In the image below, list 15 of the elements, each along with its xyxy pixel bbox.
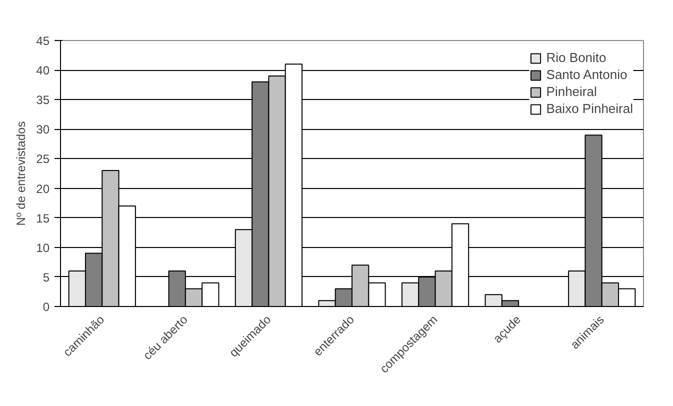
y-tick-label: 45 bbox=[36, 34, 50, 48]
y-tick-label: 25 bbox=[36, 152, 50, 166]
y-tick-label: 20 bbox=[36, 182, 50, 196]
y-tick-label: 35 bbox=[36, 93, 50, 108]
y-tick-label: 30 bbox=[36, 122, 50, 137]
legend-label: Baixo Pinheiral bbox=[546, 101, 633, 116]
y-tick-label: 5 bbox=[42, 270, 50, 284]
y-tick-label: 15 bbox=[36, 211, 50, 226]
y-tick-label: 40 bbox=[36, 64, 50, 78]
legend-label: Pinheiral bbox=[546, 84, 597, 99]
legend-label: Rio Bonito bbox=[546, 50, 606, 65]
y-axis-title: Nº de entrevistados bbox=[14, 121, 28, 226]
y-tick-label: 0 bbox=[42, 300, 50, 314]
y-tick-label: 10 bbox=[36, 240, 50, 255]
legend-label: Santo Antonio bbox=[546, 67, 628, 82]
